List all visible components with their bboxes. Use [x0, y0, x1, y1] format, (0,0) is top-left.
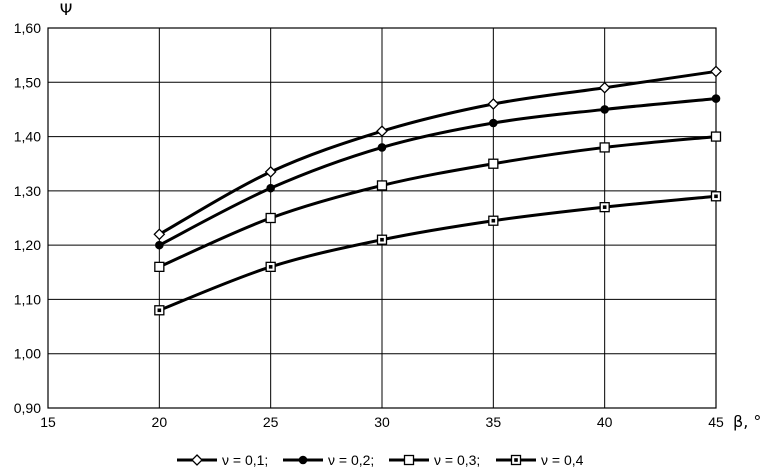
series-4-point-dot: [491, 218, 496, 223]
series-3-point: [599, 142, 610, 153]
series-1-point: [487, 98, 500, 110]
series-2-line: [158, 97, 717, 247]
x-axis-label: β, °: [733, 412, 761, 431]
series-1-point: [710, 65, 722, 78]
series-4-line: [158, 194, 717, 312]
series-layer: [153, 65, 722, 316]
series-3-point: [488, 158, 499, 169]
legend-item-1: ν = 0,1;: [177, 452, 268, 468]
plot-frame: [47, 27, 717, 409]
x-axis-ticks: 15 20 25 30 35 40 45: [40, 414, 724, 430]
y-tick-label: 1,00: [14, 346, 41, 362]
series-2-point: [600, 105, 609, 114]
series-1-point: [598, 81, 611, 94]
series-2-point: [155, 240, 164, 250]
x-tick-label: 40: [597, 414, 613, 430]
y-tick-label: 1,30: [14, 183, 41, 199]
series-3: [154, 131, 722, 273]
series-3-point: [154, 261, 165, 273]
legend-label: ν = 0,4: [541, 452, 584, 468]
y-tick-label: 0,90: [14, 400, 41, 416]
series-3-line: [158, 135, 717, 269]
legend-marker-dot: [514, 458, 518, 462]
legend-marker: [403, 454, 415, 466]
x-tick-label: 20: [152, 414, 168, 430]
series-4-point-dot: [268, 265, 273, 269]
legend-item-3: ν = 0,3;: [389, 452, 480, 468]
series-4-point-dot: [380, 237, 384, 242]
y-tick-label: 1,40: [14, 129, 41, 145]
y-axis-ticks: 0,90 1,00 1,10 1,20 1,30 1,40 1,50 1,60: [14, 20, 41, 416]
series-4-point-dot: [602, 205, 607, 209]
legend-marker: [298, 455, 308, 465]
series-1-point: [264, 165, 277, 178]
series-4-point-dot: [714, 194, 718, 199]
legend: ν = 0,1; ν = 0,2; ν = 0,3; ν = 0,4: [177, 452, 584, 468]
y-tick-label: 1,20: [14, 237, 41, 253]
series-1-point: [153, 228, 166, 241]
x-tick-label: 45: [708, 414, 724, 430]
series-3-point: [710, 131, 722, 142]
legend-item-4: ν = 0,4: [496, 452, 584, 468]
series-3-point: [376, 180, 388, 191]
series-2-point: [266, 183, 275, 193]
x-tick-label: 35: [486, 414, 502, 430]
series-1-line: [158, 69, 717, 236]
series-4: [154, 191, 722, 316]
x-tick-label: 15: [40, 414, 56, 430]
series-2-point: [711, 94, 721, 103]
legend-label: ν = 0,1;: [222, 452, 268, 468]
series-2: [155, 94, 721, 250]
y-tick-label: 1,10: [14, 291, 41, 307]
y-tick-label: 1,50: [14, 74, 41, 90]
series-1: [153, 65, 722, 241]
legend-label: ν = 0,3;: [434, 452, 480, 468]
legend-marker: [191, 454, 203, 466]
x-tick-label: 25: [263, 414, 279, 430]
x-tick-label: 30: [374, 414, 390, 430]
series-4-point-dot: [157, 308, 162, 313]
series-2-point: [377, 143, 387, 152]
y-axis-label: Ψ: [60, 0, 73, 19]
legend-item-2: ν = 0,2;: [283, 452, 374, 468]
series-1-point: [376, 125, 388, 138]
legend-label: ν = 0,2;: [328, 452, 374, 468]
series-3-point: [265, 212, 276, 224]
series-2-point: [489, 118, 498, 128]
y-tick-label: 1,60: [14, 20, 41, 36]
